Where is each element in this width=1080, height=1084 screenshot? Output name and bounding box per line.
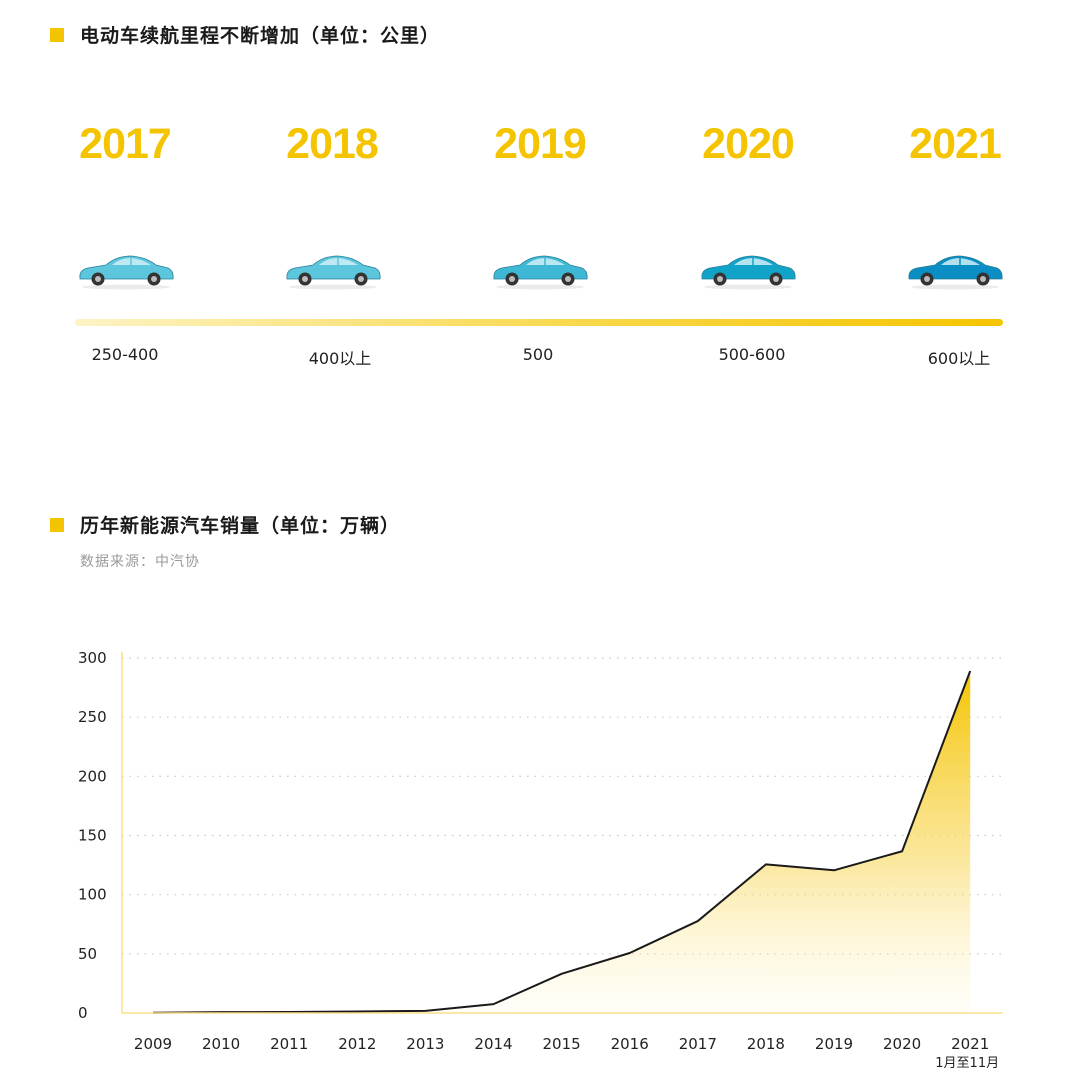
x-tick-label: 2013 (406, 1035, 444, 1053)
y-tick-label: 50 (78, 945, 97, 963)
y-tick-label: 250 (78, 708, 107, 726)
section-title-sales: 历年新能源汽车销量（单位：万辆） (80, 515, 401, 537)
x-tick-label: 2014 (474, 1035, 512, 1053)
section-marker (50, 517, 64, 532)
section-title-range: 电动车续航里程不断增加（单位：公里） (80, 25, 441, 47)
x-tick-label: 2011 (270, 1035, 308, 1053)
x-tick-label: 2016 (611, 1035, 649, 1053)
section-marker (50, 27, 64, 42)
timeline-bar (75, 319, 1003, 326)
x-tick-sublabel: 1月至11月 (935, 1056, 999, 1071)
sales-chart: 0 50 100 150 200 250 300 2009 2010 2011 2012 2013 20… (78, 649, 1003, 1071)
timeline-range: 500-600 (718, 345, 786, 364)
section-header-range: 电动车续航里程不断增加（单位：公里） (50, 21, 440, 48)
x-tick-label: 2020 (883, 1035, 921, 1053)
y-tick-label: 0 (78, 1004, 88, 1022)
y-tick-label: 100 (78, 886, 107, 904)
timeline-year: 2018 (286, 120, 379, 168)
timeline-year: 2021 (909, 120, 1002, 168)
y-tick-label: 200 (78, 767, 107, 785)
car-icon (286, 255, 381, 290)
timeline-year: 2017 (79, 120, 172, 168)
series-line (152, 670, 972, 1014)
series-area (153, 671, 971, 1013)
timeline-range: 400以上 (308, 349, 372, 368)
timeline-range: 500 (522, 345, 554, 364)
car-icon (79, 255, 174, 290)
car-icon (493, 255, 588, 290)
timeline-year: 2019 (494, 120, 587, 168)
x-tick-label: 2021 (951, 1035, 989, 1053)
x-tick-label: 2012 (338, 1035, 376, 1053)
x-tick-label: 2015 (543, 1035, 581, 1053)
x-tick-label: 2019 (815, 1035, 853, 1053)
x-tick-label: 2009 (134, 1035, 172, 1053)
car-icon (908, 255, 1003, 290)
timeline-range: 600以上 (927, 349, 991, 368)
car-icon (701, 255, 796, 290)
x-tick-label: 2017 (679, 1035, 717, 1053)
section-header-sales: 历年新能源汽车销量（单位：万辆） (50, 511, 400, 538)
timeline-range: 250-400 (91, 345, 159, 364)
x-tick-label: 2018 (747, 1035, 785, 1053)
x-tick-label: 2010 (202, 1035, 240, 1053)
y-tick-label: 150 (78, 827, 107, 845)
timeline-year: 2020 (702, 120, 795, 168)
data-source: 数据来源：中汽协 (80, 554, 200, 570)
y-tick-label: 300 (78, 649, 107, 667)
